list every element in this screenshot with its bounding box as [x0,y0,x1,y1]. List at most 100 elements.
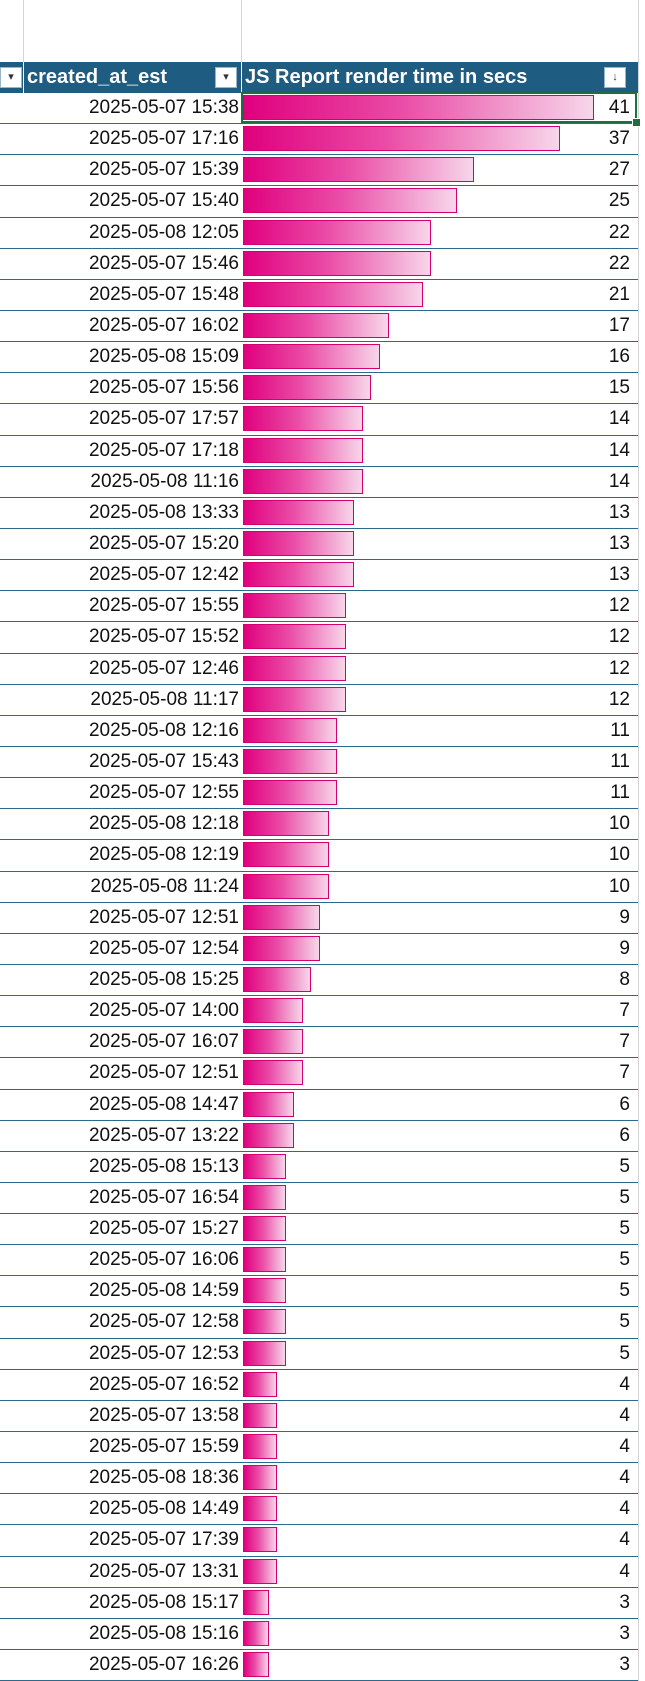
created-at-cell[interactable]: 2025-05-08 15:16 [88,1622,239,1644]
render-time-cell[interactable]: 11 [610,750,630,772]
render-time-cell[interactable]: 14 [608,470,630,492]
created-at-cell[interactable]: 2025-05-08 11:17 [90,688,239,710]
render-time-cell[interactable]: 8 [619,968,630,990]
render-time-cell[interactable]: 10 [608,875,630,897]
render-time-cell[interactable]: 6 [619,1093,630,1115]
render-time-cell[interactable]: 5 [619,1342,630,1364]
render-time-cell[interactable]: 5 [619,1311,630,1333]
created-at-cell[interactable]: 2025-05-07 12:42 [88,564,239,586]
created-at-cell[interactable]: 2025-05-08 14:59 [88,1280,239,1302]
created-at-cell[interactable]: 2025-05-07 16:26 [88,1654,239,1676]
created-at-cell[interactable]: 2025-05-07 15:27 [88,1218,239,1240]
sort-filter-button[interactable]: ↓ [604,67,626,88]
created-at-cell[interactable]: 2025-05-07 16:52 [88,1373,239,1395]
created-at-cell[interactable]: 2025-05-07 12:53 [88,1342,239,1364]
created-at-cell[interactable]: 2025-05-07 12:51 [88,1062,239,1084]
render-time-cell[interactable]: 13 [608,564,630,586]
render-time-cell[interactable]: 15 [608,377,630,399]
created-at-cell[interactable]: 2025-05-07 15:55 [88,595,239,617]
render-time-cell[interactable]: 5 [619,1249,630,1271]
render-time-cell[interactable]: 4 [619,1498,630,1520]
created-at-cell[interactable]: 2025-05-07 16:02 [88,314,239,336]
header-render-time[interactable]: JS Report render time in secs ↓ [241,62,638,93]
render-time-cell[interactable]: 12 [608,626,630,648]
created-at-cell[interactable]: 2025-05-07 14:00 [88,1000,239,1022]
filter-dropdown-button[interactable]: ▾ [0,67,22,88]
created-at-cell[interactable]: 2025-05-08 12:16 [88,719,239,741]
render-time-cell[interactable]: 11 [610,719,630,741]
created-at-cell[interactable]: 2025-05-08 12:19 [88,844,239,866]
render-time-cell[interactable]: 5 [619,1155,630,1177]
created-at-cell[interactable]: 2025-05-08 12:05 [88,221,239,243]
created-at-cell[interactable]: 2025-05-07 12:54 [88,937,239,959]
created-at-cell[interactable]: 2025-05-07 13:22 [88,1124,239,1146]
created-at-cell[interactable]: 2025-05-07 17:18 [88,439,239,461]
created-at-cell[interactable]: 2025-05-07 13:31 [88,1560,239,1582]
render-time-cell[interactable]: 4 [619,1560,630,1582]
render-time-cell[interactable]: 6 [619,1124,630,1146]
created-at-cell[interactable]: 2025-05-07 16:54 [88,1186,239,1208]
created-at-cell[interactable]: 2025-05-08 15:25 [88,968,239,990]
created-at-cell[interactable]: 2025-05-07 15:39 [88,159,239,181]
render-time-cell[interactable]: 12 [608,657,630,679]
render-time-cell[interactable]: 13 [608,532,630,554]
created-at-cell[interactable]: 2025-05-07 15:20 [88,532,239,554]
fill-handle[interactable] [632,118,641,127]
render-time-cell[interactable]: 22 [608,252,630,274]
render-time-cell[interactable]: 7 [619,1031,630,1053]
render-time-cell[interactable]: 5 [619,1280,630,1302]
created-at-cell[interactable]: 2025-05-07 17:57 [88,408,239,430]
created-at-cell[interactable]: 2025-05-07 12:51 [88,906,239,928]
render-time-cell[interactable]: 10 [608,813,630,835]
render-time-cell[interactable]: 5 [619,1218,630,1240]
created-at-cell[interactable]: 2025-05-07 15:52 [88,626,239,648]
created-at-cell[interactable]: 2025-05-07 15:59 [88,1436,239,1458]
created-at-cell[interactable]: 2025-05-08 15:17 [88,1591,239,1613]
created-at-cell[interactable]: 2025-05-08 18:36 [88,1467,239,1489]
created-at-cell[interactable]: 2025-05-07 17:16 [88,128,239,150]
created-at-cell[interactable]: 2025-05-08 12:18 [88,813,239,835]
created-at-cell[interactable]: 2025-05-07 16:06 [88,1249,239,1271]
render-time-cell[interactable]: 4 [619,1467,630,1489]
render-time-cell[interactable]: 4 [619,1373,630,1395]
render-time-cell[interactable]: 3 [619,1622,630,1644]
render-time-cell[interactable]: 17 [608,314,630,336]
created-at-cell[interactable]: 2025-05-07 13:58 [88,1404,239,1426]
created-at-cell[interactable]: 2025-05-08 11:16 [90,470,239,492]
render-time-cell[interactable]: 10 [608,844,630,866]
render-time-cell[interactable]: 14 [608,439,630,461]
created-at-cell[interactable]: 2025-05-07 15:46 [88,252,239,274]
header-created-at-est[interactable]: created_at_est ▾ [23,62,241,93]
created-at-cell[interactable]: 2025-05-07 15:38 [88,97,239,118]
render-time-cell[interactable]: 12 [608,688,630,710]
created-at-cell[interactable]: 2025-05-07 15:40 [88,190,239,212]
created-at-cell[interactable]: 2025-05-07 12:55 [88,782,239,804]
created-at-cell[interactable]: 2025-05-08 15:13 [88,1155,239,1177]
render-time-cell[interactable]: 3 [619,1591,630,1613]
created-at-cell[interactable]: 2025-05-07 16:07 [88,1031,239,1053]
render-time-cell[interactable]: 12 [608,595,630,617]
render-time-cell[interactable]: 21 [608,283,630,305]
render-time-cell[interactable]: 37 [608,128,630,150]
render-time-cell[interactable]: 11 [610,782,630,804]
render-time-cell[interactable]: 25 [608,190,630,212]
render-time-cell[interactable]: 16 [608,346,630,368]
render-time-cell[interactable]: 14 [608,408,630,430]
render-time-cell[interactable]: 7 [619,1062,630,1084]
render-time-cell[interactable]: 9 [619,906,630,928]
created-at-cell[interactable]: 2025-05-07 12:46 [88,657,239,679]
render-time-cell[interactable]: 41 [608,97,630,118]
render-time-cell[interactable]: 4 [619,1529,630,1551]
render-time-cell[interactable]: 4 [619,1404,630,1426]
filter-dropdown-button[interactable]: ▾ [215,67,237,88]
created-at-cell[interactable]: 2025-05-07 15:43 [88,750,239,772]
created-at-cell[interactable]: 2025-05-07 15:56 [88,377,239,399]
created-at-cell[interactable]: 2025-05-07 15:48 [88,283,239,305]
render-time-cell[interactable]: 7 [619,1000,630,1022]
created-at-cell[interactable]: 2025-05-08 15:09 [88,346,239,368]
created-at-cell[interactable]: 2025-05-08 11:24 [90,875,239,897]
render-time-cell[interactable]: 4 [619,1436,630,1458]
created-at-cell[interactable]: 2025-05-08 14:47 [88,1093,239,1115]
render-time-cell[interactable]: 9 [619,937,630,959]
created-at-cell[interactable]: 2025-05-07 12:58 [88,1311,239,1333]
